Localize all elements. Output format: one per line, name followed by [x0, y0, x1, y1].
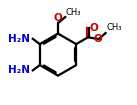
Text: O: O [89, 23, 98, 33]
Text: CH₃: CH₃ [66, 7, 81, 16]
Text: H₂N: H₂N [8, 65, 30, 75]
Text: H₂N: H₂N [8, 34, 30, 44]
Text: O: O [94, 34, 103, 44]
Text: O: O [54, 13, 62, 23]
Text: CH₃: CH₃ [106, 24, 122, 33]
